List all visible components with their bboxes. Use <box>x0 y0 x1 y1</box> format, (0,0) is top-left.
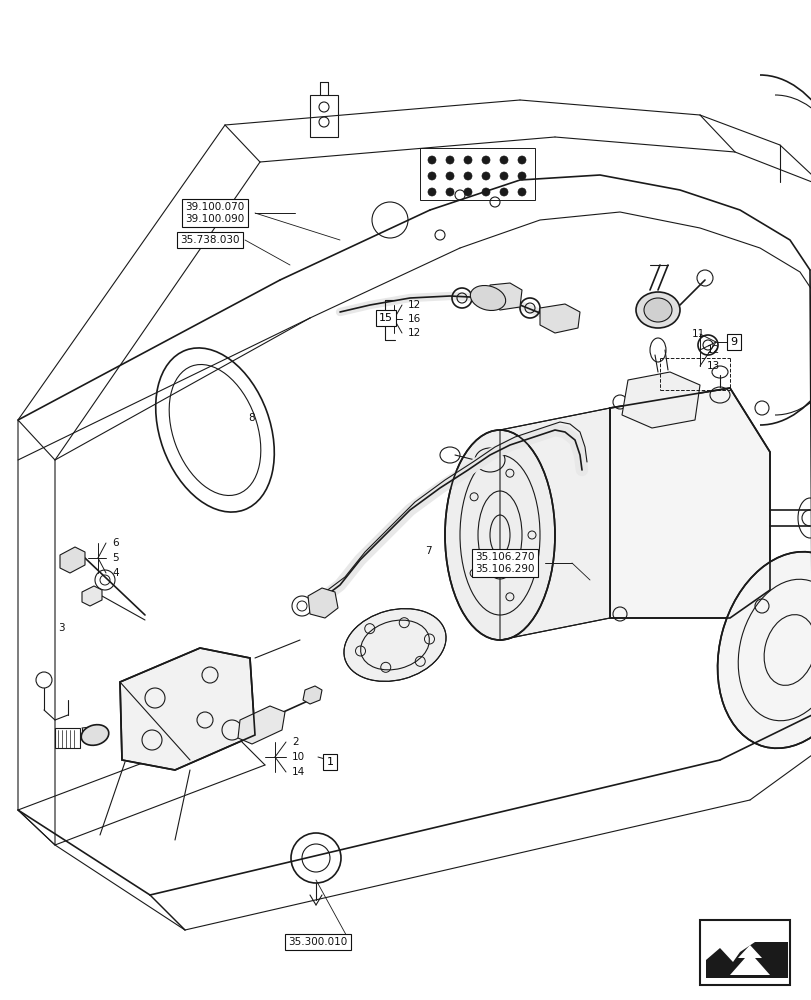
Ellipse shape <box>444 430 554 640</box>
Text: 8: 8 <box>247 413 255 423</box>
Bar <box>310 95 337 137</box>
Circle shape <box>427 156 436 164</box>
Polygon shape <box>621 372 699 428</box>
Ellipse shape <box>81 725 109 745</box>
Circle shape <box>482 188 489 196</box>
Bar <box>419 148 534 200</box>
Polygon shape <box>500 408 609 640</box>
Polygon shape <box>60 547 85 573</box>
Text: 3: 3 <box>58 623 65 633</box>
Text: 5: 5 <box>112 553 118 563</box>
Polygon shape <box>82 586 102 606</box>
Text: 11: 11 <box>691 329 705 339</box>
Ellipse shape <box>643 298 672 322</box>
Text: 2: 2 <box>292 737 298 747</box>
Circle shape <box>463 156 471 164</box>
Circle shape <box>500 188 508 196</box>
Text: 1: 1 <box>326 757 333 767</box>
Circle shape <box>445 188 453 196</box>
Text: 12: 12 <box>407 300 421 310</box>
Polygon shape <box>307 588 337 618</box>
Ellipse shape <box>635 292 679 328</box>
Text: 15: 15 <box>379 313 393 323</box>
Text: 16: 16 <box>407 314 421 324</box>
Text: 35.738.030: 35.738.030 <box>180 235 239 245</box>
Polygon shape <box>609 388 769 618</box>
Text: 12: 12 <box>407 328 421 338</box>
Polygon shape <box>539 304 579 333</box>
Polygon shape <box>238 706 285 744</box>
Bar <box>55 728 80 748</box>
Polygon shape <box>303 686 322 704</box>
Circle shape <box>500 156 508 164</box>
Polygon shape <box>729 945 769 975</box>
Text: 35.300.010: 35.300.010 <box>288 937 347 947</box>
Circle shape <box>482 156 489 164</box>
Polygon shape <box>487 283 521 310</box>
Circle shape <box>445 156 453 164</box>
Text: 14: 14 <box>292 767 305 777</box>
Circle shape <box>517 156 526 164</box>
Ellipse shape <box>344 609 445 681</box>
Circle shape <box>445 172 453 180</box>
Circle shape <box>482 172 489 180</box>
Text: 39.100.070
39.100.090: 39.100.070 39.100.090 <box>185 202 244 224</box>
Text: 13: 13 <box>706 361 719 371</box>
Text: 35.106.270
35.106.290: 35.106.270 35.106.290 <box>474 552 534 574</box>
Circle shape <box>463 172 471 180</box>
Circle shape <box>463 188 471 196</box>
Circle shape <box>500 172 508 180</box>
Text: 10: 10 <box>292 752 305 762</box>
Text: 6: 6 <box>112 538 118 548</box>
Text: 4: 4 <box>112 568 118 578</box>
Polygon shape <box>120 648 255 770</box>
Ellipse shape <box>470 286 505 310</box>
Circle shape <box>427 172 436 180</box>
Text: 9: 9 <box>730 337 736 347</box>
Text: 7: 7 <box>424 546 431 556</box>
Circle shape <box>427 188 436 196</box>
Polygon shape <box>702 942 787 982</box>
Circle shape <box>517 172 526 180</box>
Ellipse shape <box>717 552 811 748</box>
Text: 12: 12 <box>706 345 719 355</box>
Bar <box>699 920 789 985</box>
Circle shape <box>517 188 526 196</box>
Polygon shape <box>705 942 787 978</box>
